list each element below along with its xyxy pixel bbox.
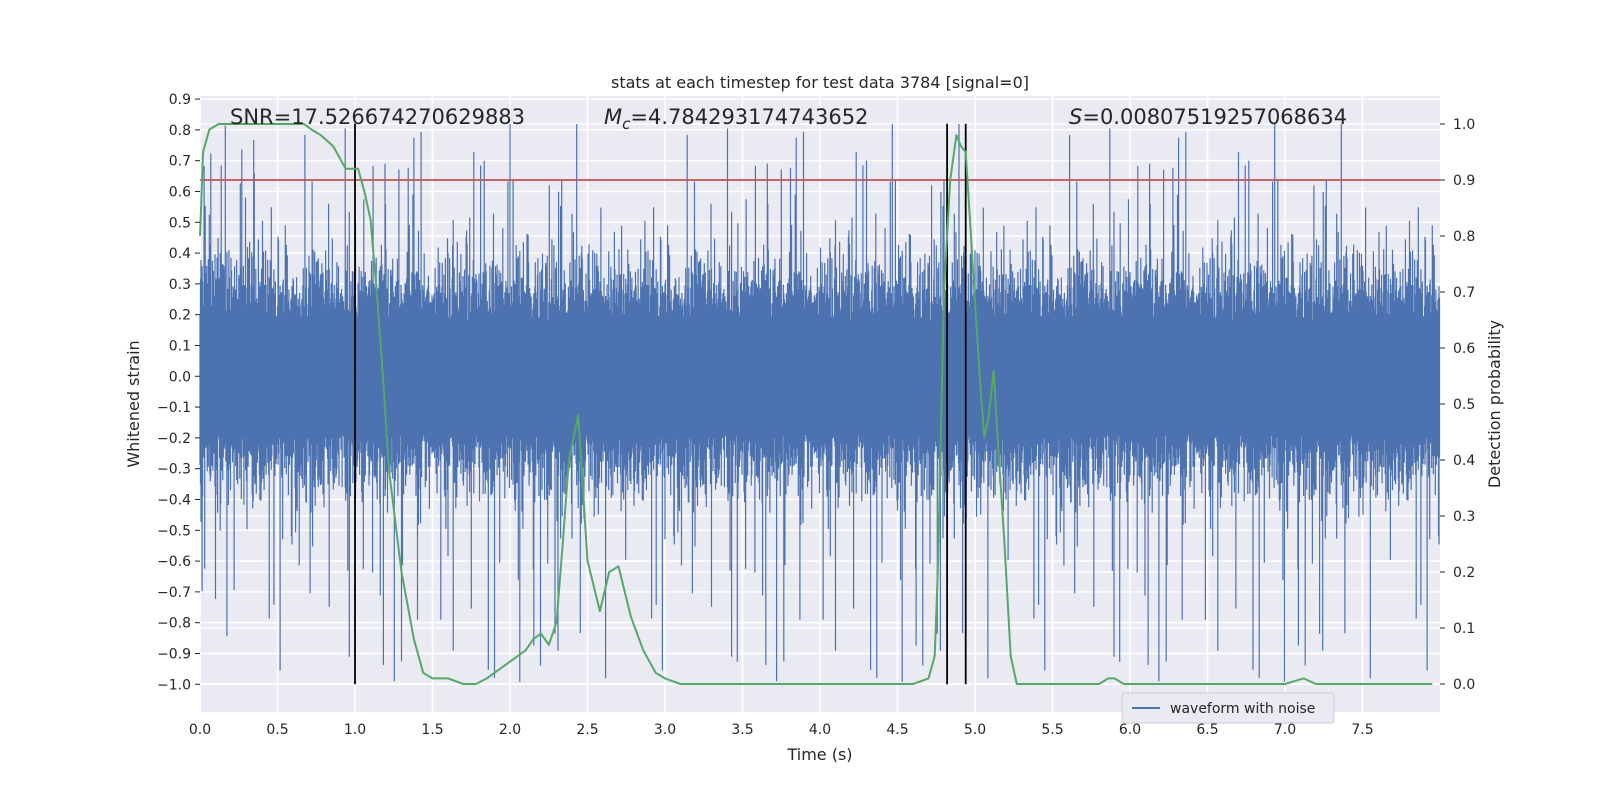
x-tick-label: 6.5 [1196,722,1218,738]
x-tick-label: 4.5 [886,722,908,738]
y-tick-label-left: −0.7 [157,585,191,601]
y-tick-label-left: −0.3 [157,462,191,478]
x-tick-label: 5.5 [1041,722,1063,738]
y-tick-label-left: 0.3 [169,277,191,293]
waveform-trace [199,124,1441,682]
bottom-axis: 0.0 0.5 1.0 1.5 2.0 2.5 3.0 3.5 4.0 4.5 5.0 5.5 6.0 6… [189,722,1374,738]
y-tick-label-left: 0.0 [169,369,191,385]
legend-box [1121,692,1335,724]
x-tick-label: 7.0 [1274,722,1296,738]
y-tick-label-right: 0.6 [1453,341,1475,357]
y-tick-label-left: −0.5 [157,523,191,539]
y-tick-label-right: 0.4 [1453,453,1475,469]
x-tick-label: 5.0 [964,722,986,738]
legend-label: waveform with noise [1170,701,1315,717]
detection-probability-line [199,123,1433,685]
x-tick-label: 3.5 [731,722,753,738]
y-tick-label-left: −0.2 [157,431,191,447]
y-tick-label-left: 0.5 [169,215,191,231]
y-tick-label-left: −0.6 [157,554,191,570]
x-tick-label: 2.0 [499,722,521,738]
x-axis-label: Time (s) [786,745,852,764]
x-tick-label: 1.0 [344,722,366,738]
y-tick-label-right: 0.7 [1453,285,1475,301]
y-axis-label-left: Whitened strain [124,340,143,467]
mc-subscript: c [622,115,631,133]
y-tick-label-left: −0.1 [157,400,191,416]
x-tick-label: 1.5 [421,722,443,738]
mc-annotation: Mc=4.784293174743652 [604,105,868,133]
mc-value: =4.784293174743652 [630,105,868,129]
right-axis: 1.0 0.9 0.8 0.7 0.6 0.5 0.4 0.3 0.2 0.1 0.0 [1440,117,1475,693]
y-tick-label-right: 0.2 [1453,565,1475,581]
s-annotation: S=0.00807519257068634 [1069,105,1347,129]
x-tick-label: 0.5 [266,722,288,738]
legend: waveform with noise [1121,692,1335,724]
x-tick-label: 6.0 [1119,722,1141,738]
y-tick-label-right: 0.5 [1453,397,1475,413]
y-tick-label-left: 0.1 [169,338,191,354]
y-tick-label-right: 0.8 [1453,229,1475,245]
y-axis-label-right: Detection probability [1485,320,1504,488]
y-tick-label-left: −0.9 [157,646,191,662]
overlays [199,123,1440,685]
left-axis: 0.9 0.8 0.7 0.6 0.5 0.4 0.3 0.2 0.1 0.0 −0.1 −0.2 −0… [157,92,200,693]
x-tick-label: 3.0 [654,722,676,738]
y-tick-label-left: −0.4 [157,492,191,508]
y-tick-label-left: 0.2 [169,308,191,324]
chart-title: stats at each timestep for test data 378… [611,73,1029,92]
mc-symbol: M [604,105,622,129]
y-tick-label-right: 0.0 [1453,677,1475,693]
x-tick-label: 7.5 [1351,722,1373,738]
y-tick-label-right: 0.9 [1453,173,1475,189]
y-tick-label-right: 1.0 [1453,117,1475,133]
y-tick-label-left: 0.7 [169,154,191,170]
y-tick-label-left: 0.8 [169,123,191,139]
x-tick-label: 0.0 [189,722,211,738]
y-tick-label-right: 0.1 [1453,621,1475,637]
y-tick-label-left: 0.4 [169,246,191,262]
y-tick-label-left: −0.8 [157,616,191,632]
waveform-series [199,124,1441,682]
s-symbol: S [1069,105,1082,129]
x-tick-label: 4.0 [809,722,831,738]
y-tick-label-left: −1.0 [157,677,191,693]
snr-annotation: SNR=17.526674270629883 [230,105,525,129]
y-tick-label-right: 0.3 [1453,509,1475,525]
s-value: =0.00807519257068634 [1082,105,1347,129]
y-tick-label-left: 0.6 [169,184,191,200]
y-tick-label-left: 0.9 [169,92,191,108]
x-tick-label: 2.5 [576,722,598,738]
